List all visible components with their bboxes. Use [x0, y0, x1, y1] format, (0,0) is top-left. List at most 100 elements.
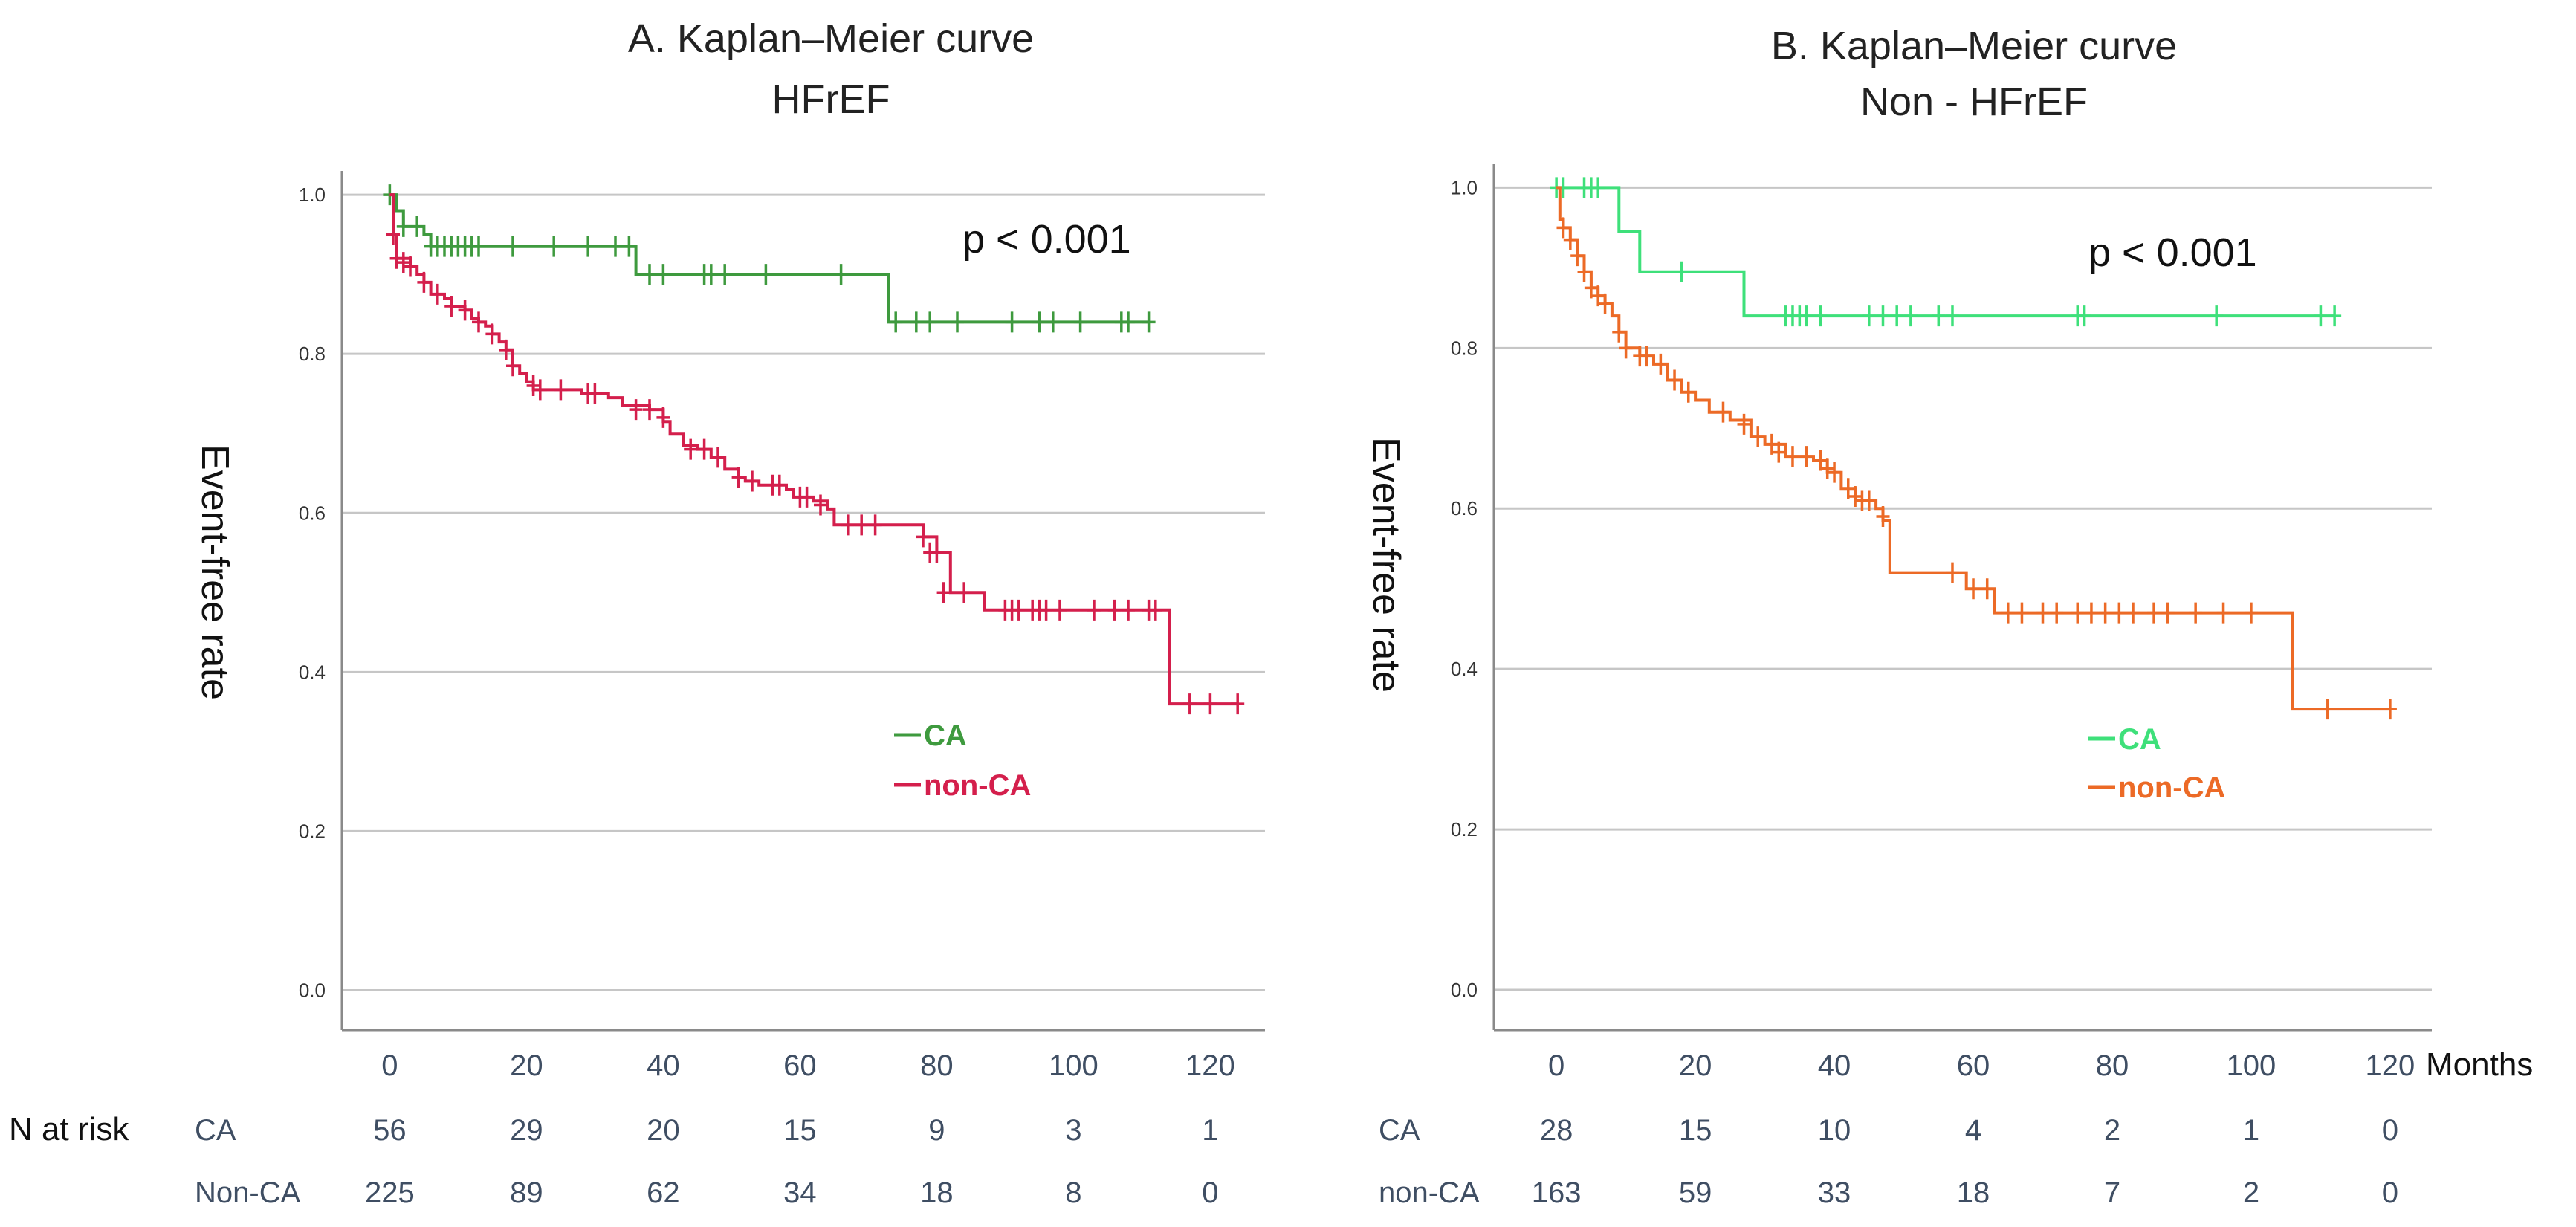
risk-value: 15 [783, 1114, 817, 1147]
x-tick-label: 0 [1548, 1049, 1564, 1082]
censor-mark [656, 264, 670, 285]
censor-mark [684, 438, 698, 460]
x-tick-label: 60 [1957, 1049, 1990, 1082]
censor-mark [2244, 602, 2258, 624]
censor-mark [472, 236, 485, 257]
censor-mark [389, 247, 404, 269]
risk-row-label: Non-CA [195, 1176, 301, 1209]
risk-value: 9 [928, 1114, 945, 1147]
censor-mark [834, 264, 848, 285]
x-tick-label: 100 [1049, 1049, 1098, 1082]
censor-mark [868, 514, 882, 536]
risk-table-header: N at risk [9, 1111, 129, 1147]
censor-mark [745, 470, 759, 492]
risk-value: 28 [1540, 1114, 1573, 1147]
risk-value: 163 [1532, 1176, 1582, 1209]
risk-value: 3 [1065, 1114, 1081, 1147]
risk-value: 4 [1965, 1114, 1981, 1147]
risk-value: 0 [1202, 1176, 1218, 1209]
risk-value: 1 [1202, 1114, 1218, 1147]
risk-value: 8 [1065, 1176, 1081, 1209]
censor-mark [1813, 450, 1828, 471]
censor-mark [1203, 693, 1217, 715]
censor-mark [1563, 229, 1577, 250]
censor-mark [1122, 599, 1135, 621]
censor-mark [1073, 311, 1087, 333]
censor-mark [404, 256, 417, 277]
y-axis-label: Event-free rate [1365, 437, 1408, 693]
y-tick-label: 1.0 [1451, 176, 1478, 198]
censor-mark [1619, 337, 1633, 359]
risk-value: 0 [2382, 1176, 2398, 1209]
censor-mark [1799, 446, 1813, 467]
y-tick-label: 0.8 [299, 343, 326, 365]
censor-mark [697, 438, 711, 460]
censor-mark [1862, 305, 1876, 327]
censor-mark [588, 383, 602, 404]
risk-value: 18 [920, 1176, 954, 1209]
censor-mark [533, 379, 547, 401]
risk-value: 2 [2104, 1114, 2120, 1147]
censor-mark [2161, 602, 2175, 624]
censor-mark [622, 236, 636, 257]
risk-value: 225 [365, 1176, 415, 1209]
censor-mark [2216, 602, 2230, 624]
censor-mark [916, 526, 930, 548]
censor-mark [2001, 602, 2015, 624]
censor-mark [554, 379, 568, 401]
censor-mark [1640, 346, 1654, 367]
censor-mark [2383, 699, 2397, 720]
y-tick-label: 0.2 [299, 820, 326, 842]
censor-mark [711, 447, 725, 468]
censor-mark [1122, 311, 1135, 333]
x-tick-label: 20 [1679, 1049, 1712, 1082]
censor-mark [1890, 305, 1904, 327]
censor-mark [1681, 381, 1695, 403]
censor-mark [2189, 602, 2203, 624]
panel-b-non-hfref: B. Kaplan–Meier curve Non - HFrEF 0.0 0.2 0.… [1365, 24, 2432, 1209]
censor-mark [410, 216, 424, 237]
risk-value: 1 [2243, 1114, 2259, 1147]
risk-row-label: CA [195, 1114, 236, 1147]
censor-mark [1053, 599, 1067, 621]
censor-mark [396, 252, 410, 273]
risk-value: 29 [510, 1114, 543, 1147]
censor-mark [2126, 602, 2140, 624]
censor-mark [1828, 462, 1842, 483]
risk-value: 62 [647, 1176, 680, 1209]
risk-value: 20 [647, 1114, 680, 1147]
censor-mark [417, 271, 431, 293]
censor-mark [1945, 562, 1959, 583]
censor-mark [2320, 699, 2334, 720]
censor-mark [643, 399, 656, 421]
censor-mark [581, 236, 595, 257]
censor-mark [1980, 578, 1994, 600]
censor-mark [1087, 599, 1101, 621]
x-tick-label: 80 [2096, 1049, 2129, 1082]
censor-mark [1945, 305, 1959, 327]
y-tick-label: 0.0 [1451, 979, 1478, 1001]
censor-mark [472, 311, 485, 333]
censor-mark [1005, 311, 1019, 333]
censor-mark [1820, 458, 1834, 479]
chart-title-line: B. Kaplan–Meier curve [1771, 24, 2177, 68]
censor-mark [2098, 602, 2112, 624]
y-tick-label: 0.4 [299, 661, 326, 683]
censor-mark [936, 582, 951, 603]
censor-mark [2071, 602, 2085, 624]
censor-mark [1598, 293, 1612, 314]
censor-mark [2147, 602, 2161, 624]
chart-title-line: Non - HFrEF [1860, 80, 2088, 124]
censor-mark [1841, 478, 1855, 499]
y-tick-label: 0.0 [299, 979, 326, 1001]
censor-mark [396, 216, 410, 237]
censor-mark [656, 407, 670, 428]
censor-mark [1932, 305, 1946, 327]
censor-mark [643, 264, 656, 285]
censor-mark [1772, 441, 1786, 463]
censor-mark [629, 399, 643, 421]
censor-mark [1785, 446, 1799, 467]
survival-curve-ca [1556, 186, 2335, 318]
censor-mark [1032, 311, 1046, 333]
censor-mark [1737, 413, 1751, 435]
